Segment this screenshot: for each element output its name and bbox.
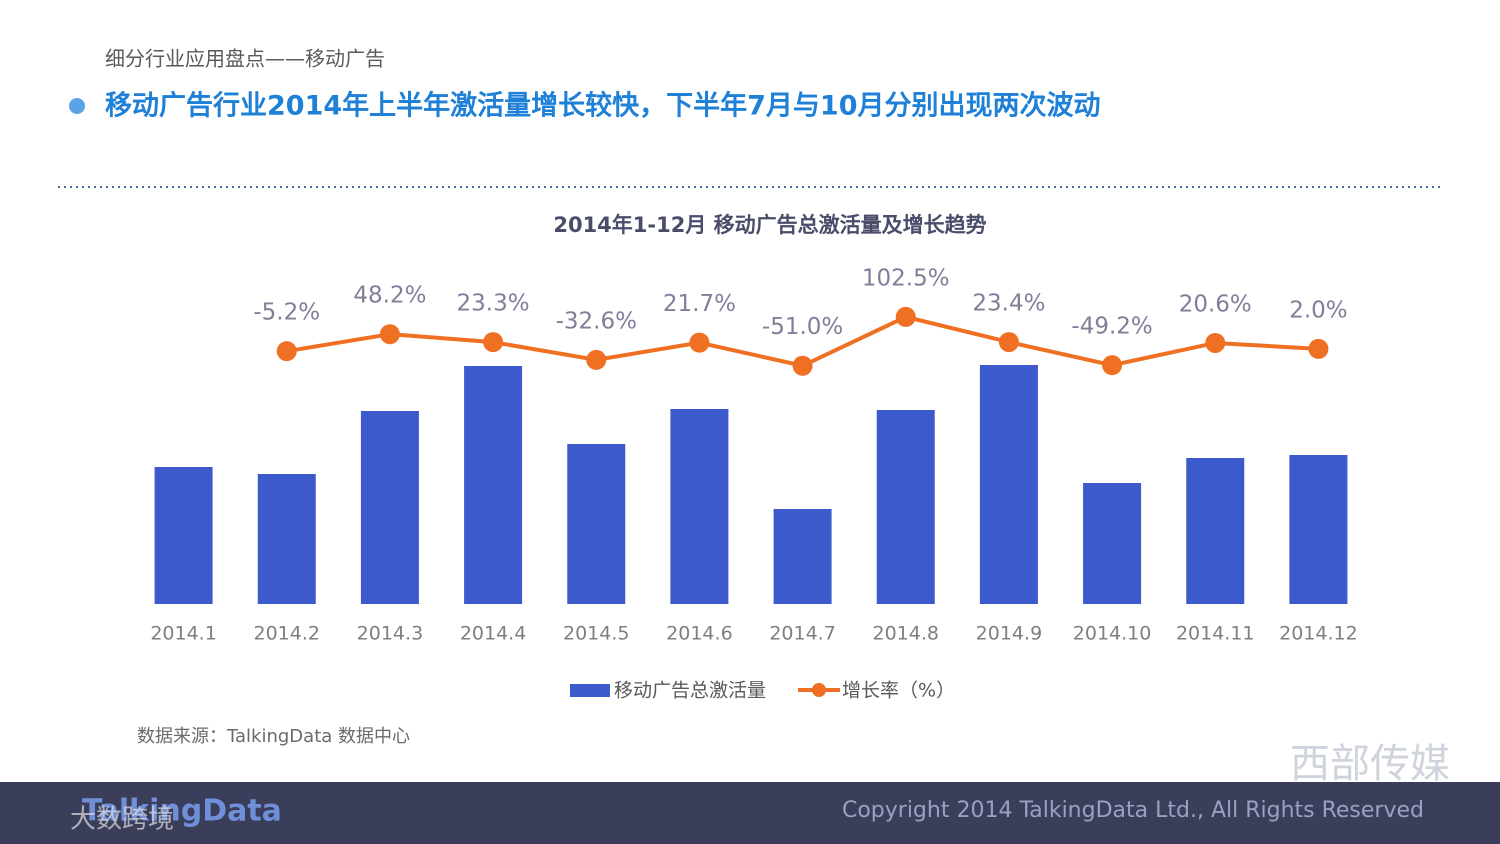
legend-label: 增长率（%） (842, 680, 955, 702)
data-label: -51.0% (762, 314, 843, 340)
legend-label: 移动广告总激活量 (614, 680, 766, 702)
x-tick-label: 2014.2 (254, 623, 320, 645)
point (1102, 355, 1123, 376)
point (379, 324, 400, 345)
copyright: Copyright 2014 TalkingData Ltd., All Rig… (842, 798, 1424, 823)
x-tick-label: 2014.6 (666, 623, 732, 645)
point (998, 332, 1019, 353)
source: 数据来源：TalkingData 数据中心 (137, 726, 410, 747)
bar (876, 410, 935, 604)
chart-title: 2014年1-12月 移动广告总激活量及增长趋势 (553, 213, 986, 237)
legend-swatch (570, 684, 610, 697)
x-tick-label: 2014.10 (1073, 623, 1152, 645)
point (792, 355, 813, 376)
x-tick-label: 2014.9 (976, 623, 1042, 645)
legend-swatch (812, 683, 827, 697)
bar (464, 366, 523, 604)
footer-logo: TalkingData (82, 794, 282, 829)
bar (773, 509, 832, 604)
breadcrumb: 细分行业应用盘点——移动广告 (105, 47, 385, 71)
x-tick-label: 2014.7 (769, 623, 835, 645)
bar (670, 409, 729, 604)
bar (1186, 458, 1245, 604)
point (1308, 338, 1329, 359)
data-label: -32.6% (556, 308, 637, 334)
point (689, 332, 710, 353)
data-label: 2.0% (1289, 297, 1347, 323)
x-tick-label: 2014.8 (873, 623, 939, 645)
data-label: -49.2% (1071, 314, 1152, 340)
point (586, 349, 607, 370)
plot: 2014.1 2014.2 2014.3 2014.4 2014.5 2014.6 2014… (150, 265, 1357, 644)
point (483, 332, 504, 353)
data-label: -5.2% (253, 300, 320, 326)
point (1205, 332, 1226, 353)
corner-mark: 大数跨境 (70, 805, 174, 835)
data-label: 20.6% (1179, 291, 1252, 317)
bullet (69, 98, 85, 114)
x-tick-label: 2014.4 (460, 623, 526, 645)
data-label: 102.5% (862, 265, 950, 291)
point (895, 306, 916, 327)
legend: 移动广告总激活量 增长率（%） (570, 680, 955, 702)
x-tick-label: 2014.5 (563, 623, 629, 645)
bar (360, 411, 419, 604)
bar (1083, 483, 1142, 604)
bar (979, 365, 1038, 604)
headline: 移动广告行业2014年上半年激活量增长较快，下半年7月与10月分别出现两次波动 (105, 90, 1101, 122)
bar (567, 444, 626, 604)
data-label: 48.2% (353, 283, 426, 309)
data-label: 21.7% (663, 291, 736, 317)
watermark: 西部传媒 (1290, 741, 1450, 787)
x-tick-label: 2014.11 (1176, 623, 1255, 645)
x-tick-label: 2014.12 (1279, 623, 1358, 645)
bar (257, 474, 316, 604)
bar (154, 467, 213, 604)
point (276, 341, 297, 362)
x-tick-label: 2014.3 (357, 623, 423, 645)
data-label: 23.3% (457, 291, 530, 317)
data-label: 23.4% (972, 291, 1045, 317)
bar (1289, 455, 1348, 604)
footer-band (0, 782, 1500, 844)
x-tick-label: 2014.1 (150, 623, 216, 645)
